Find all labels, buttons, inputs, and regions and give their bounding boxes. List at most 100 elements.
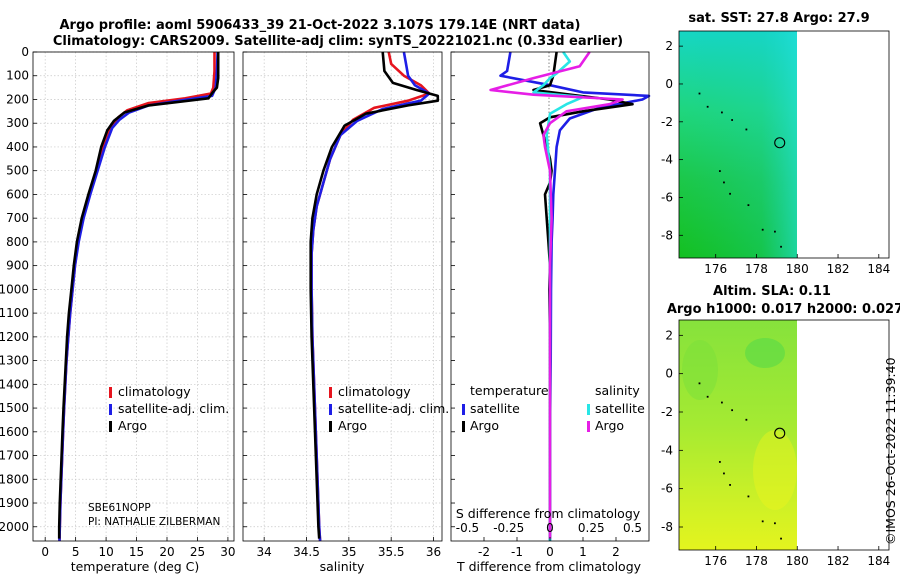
legend-swatch-climatology [109,387,112,398]
island-marker [729,484,731,486]
xtick-label: 36 [426,545,441,559]
sst-map-title: sat. SST: 27.8 Argo: 27.9 [688,11,869,26]
xtick-label: 30 [220,545,235,559]
island-marker [731,409,734,412]
island-marker [698,92,701,95]
s-diff-xlabel: S difference from climatology [456,506,641,521]
ytick-label: 1600 [0,425,29,439]
legend-title-salinity: salinity [595,383,640,398]
x2tick-label: -0.5 [456,521,479,535]
island-marker [780,537,782,540]
island-marker [723,472,725,475]
map-xtick-label: 176 [704,554,727,568]
map-ytick-label: -6 [661,190,673,204]
ytick-label: 2000 [0,520,29,534]
series-line-salinity-argo [489,51,624,539]
xtick-label: 25 [190,545,205,559]
island-marker [761,228,764,231]
legend-title-temperature: temperature [470,383,549,398]
ytick-label: 700 [6,211,29,225]
island-marker [729,192,731,195]
legend-label-s-satellite: satellite [595,401,645,416]
map-ytick-label: -6 [661,482,673,496]
series-line-climatology [310,51,431,542]
ytick-label: 1500 [0,401,29,415]
temperature-panel: 0100200300400500600700800900100011001200… [0,45,236,574]
ytick-label: 600 [6,187,29,201]
map-xtick-label: 180 [786,262,809,276]
difference-legend: temperature salinity satellite Argo sate… [462,383,645,433]
map-ytick-label: -2 [661,115,673,129]
legend-label-satellite: satellite-adj. clim. [338,401,449,416]
sla-patch [753,430,797,510]
island-marker [761,520,764,523]
x2tick-label: 0.5 [623,521,642,535]
legend-label-t-satellite: satellite [470,401,520,416]
xtick-label: -1 [511,545,523,559]
pi-label: PI: NATHALIE ZILBERMAN [88,516,220,528]
island-marker [723,181,725,184]
xtick-label: -2 [478,545,490,559]
island-marker [774,522,776,525]
island-marker [774,230,776,233]
map-ytick-label: -8 [661,520,673,534]
temperature-xlabel: temperature (deg C) [71,559,200,574]
xtick-label: 0 [546,545,554,559]
island-marker [698,382,701,385]
legend-label-climatology: climatology [338,384,411,399]
ytick-label: 1800 [0,472,29,486]
t-diff-xlabel: T difference from climatology [456,559,642,574]
x2tick-label: 0 [546,521,554,535]
legend-label-argo: Argo [338,418,367,433]
series-line-climatology [58,52,216,542]
legend-swatch-argo [109,421,112,432]
ytick-label: 100 [6,69,29,83]
temperature-axes-frame [32,51,235,542]
map-xtick-label: 182 [827,554,850,568]
map-xtick-label: 176 [704,262,727,276]
series-line-argo [57,52,220,539]
xtick-label: 10 [98,545,113,559]
map-xtick-label: 178 [745,554,768,568]
xtick-label: 35 [341,545,356,559]
sla-map-subtitle: Argo h1000: 0.017 h2000: 0.027 [667,302,900,317]
ytick-label: 1400 [0,377,29,391]
legend-swatch-satellite [109,404,112,415]
argo-location-marker [774,427,786,439]
xtick-label: 5 [72,545,80,559]
island-marker [718,461,721,463]
sst-map: sat. SST: 27.8 Argo: 27.9 176 178 180 182 18… [661,11,890,276]
island-marker [718,170,721,172]
map-ytick-label: 0 [665,367,673,381]
xtick-label: 2 [612,545,620,559]
x2tick-label: -0.25 [493,521,524,535]
main-title: Argo profile: aoml 5906433_39 21-Oct-202… [60,18,581,33]
island-marker [747,495,750,498]
island-marker [706,105,709,108]
ytick-label: 800 [6,235,29,249]
salinity-legend: climatology satellite-adj. clim. Argo [329,384,449,433]
sla-map: Altim. SLA: 0.11 Argo h1000: 0.017 h2000… [661,284,900,568]
ytick-label: 1200 [0,330,29,344]
xtick-label: 34 [257,545,272,559]
xtick-label: 1 [579,545,587,559]
sla-map-frame [678,319,890,551]
island-marker [745,418,748,421]
map-ytick-label: -4 [661,153,673,167]
xtick-label: 0 [41,545,49,559]
sla-map-title: Altim. SLA: 0.11 [713,284,831,299]
legend-swatch-t-satellite [462,404,465,415]
ytick-label: 500 [6,164,29,178]
legend-label-climatology: climatology [118,384,191,399]
x2tick-label: 0.25 [578,521,605,535]
map-xtick-label: 178 [745,262,768,276]
island-marker [706,395,709,398]
island-marker [721,401,723,404]
map-xtick-label: 180 [786,554,809,568]
xtick-label: 35.5 [378,545,405,559]
map-xtick-label: 184 [867,554,890,568]
ytick-label: 0 [21,45,29,59]
legend-label-t-argo: Argo [470,418,499,433]
ytick-label: 300 [6,116,29,130]
